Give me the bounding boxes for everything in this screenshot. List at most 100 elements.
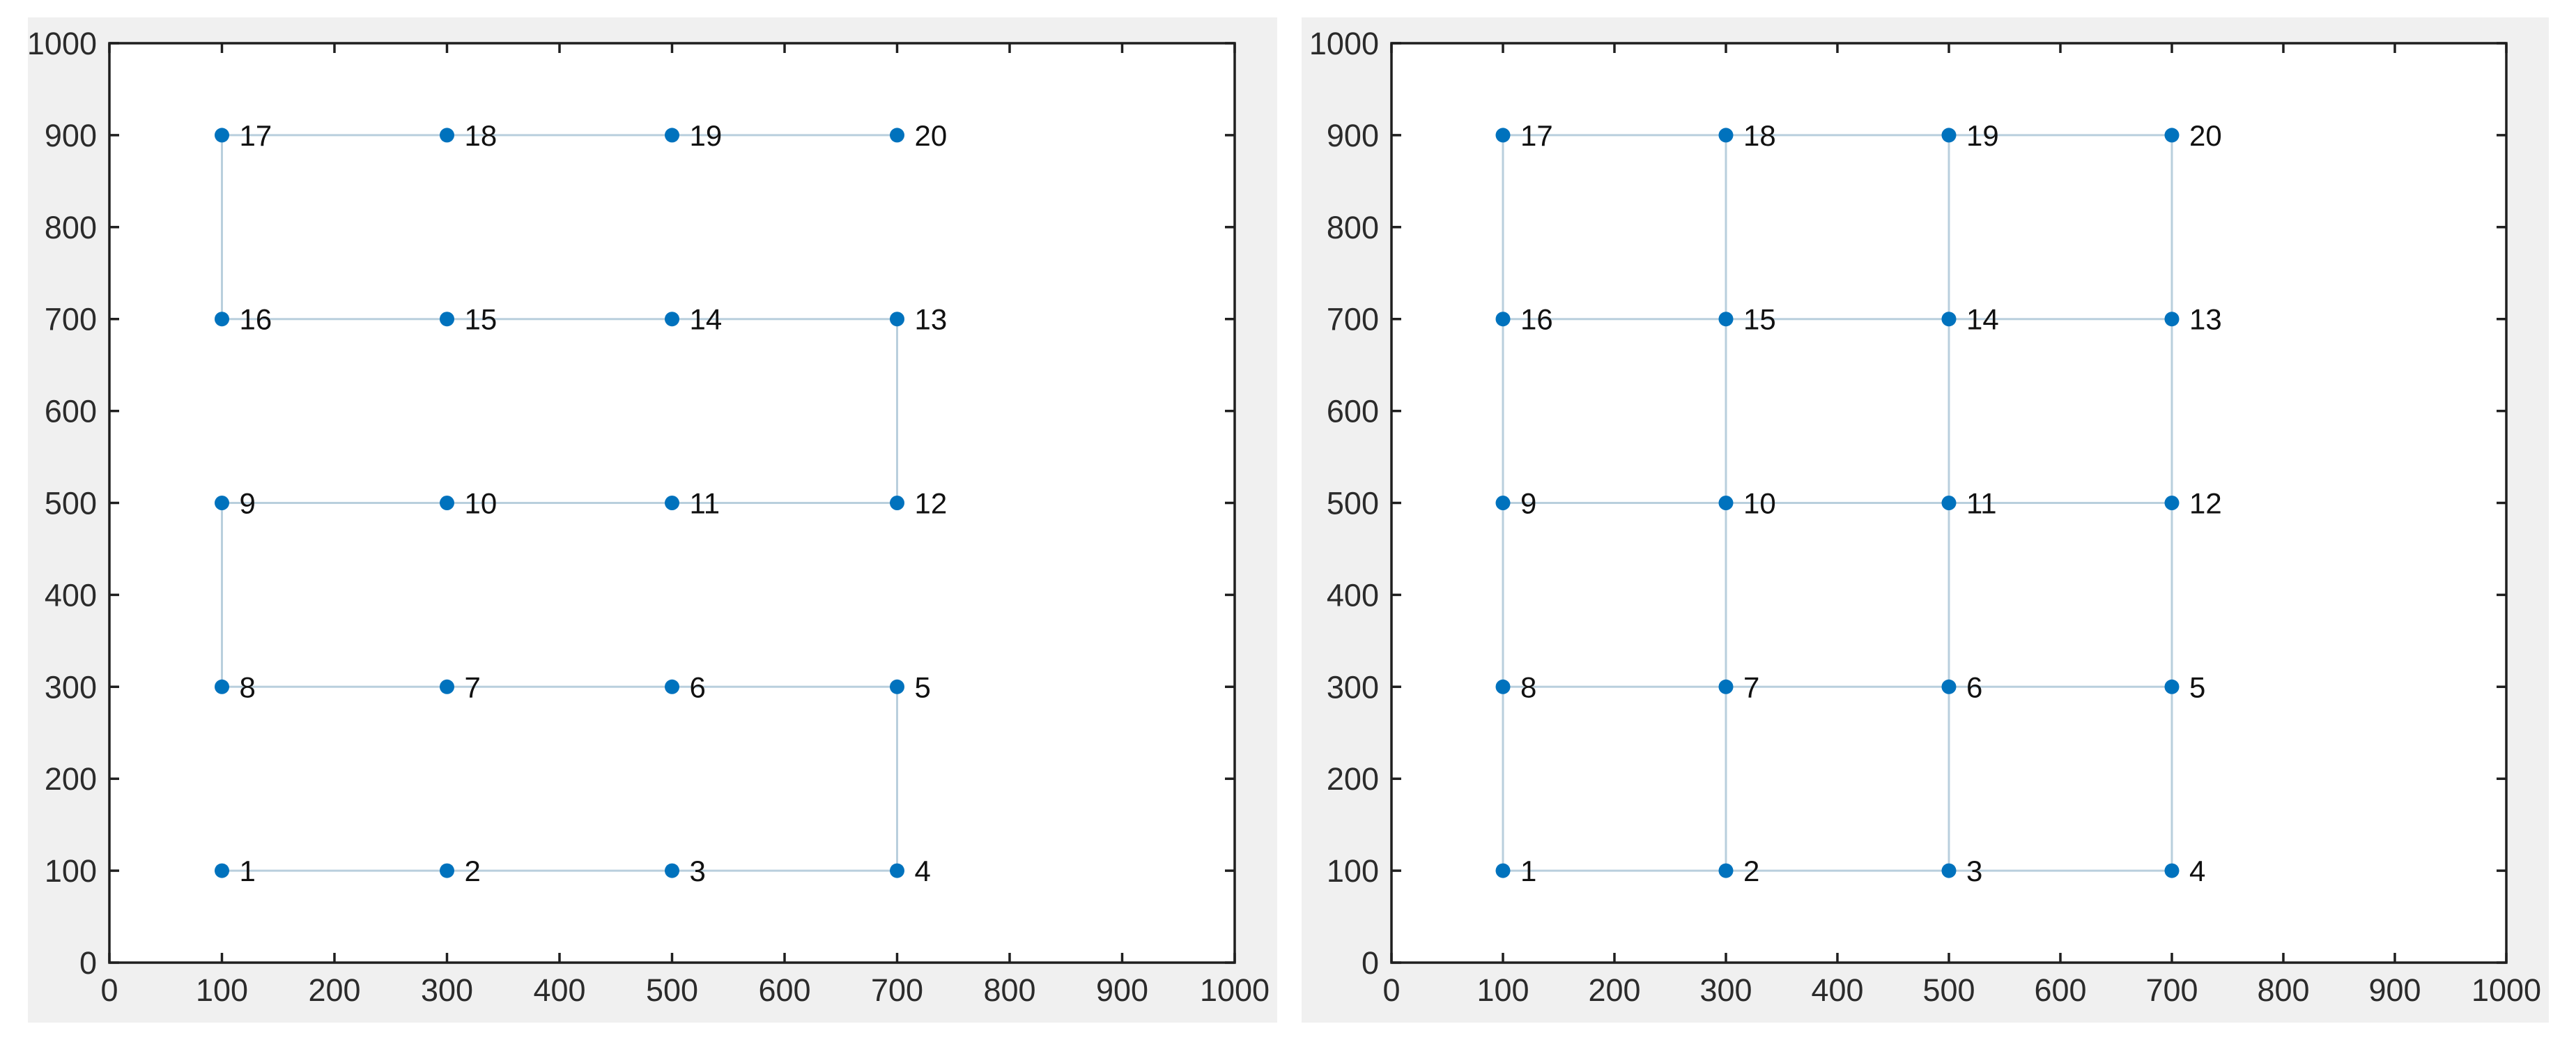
graph-node-marker	[1941, 496, 1957, 510]
y-tick-label: 400	[45, 577, 97, 613]
y-tick-label: 0	[79, 945, 97, 981]
graph-node-label: 3	[690, 855, 706, 887]
y-tick-label: 200	[1327, 761, 1379, 797]
y-tick-label: 200	[45, 761, 97, 797]
graph-node-marker	[1495, 863, 1511, 878]
x-tick-label: 100	[196, 972, 248, 1008]
y-tick-label: 600	[1327, 394, 1379, 429]
plot-axes-frame	[108, 42, 1236, 964]
graph-node-marker	[890, 679, 904, 694]
graph-node-marker	[440, 496, 454, 510]
y-tick-label: 700	[1327, 302, 1379, 337]
graph-node-label: 9	[240, 487, 256, 520]
graph-node-label: 4	[915, 855, 931, 887]
graph-node-label: 13	[2189, 303, 2222, 336]
graph-node-marker	[665, 496, 679, 510]
x-tick-label: 0	[100, 972, 118, 1008]
graph-node-label: 7	[465, 671, 481, 703]
graph-node-marker	[665, 679, 679, 694]
graph-node-marker	[215, 128, 229, 143]
y-tick-label: 400	[1327, 577, 1379, 613]
graph-node-label: 8	[240, 671, 256, 703]
graph-node-marker	[215, 863, 229, 878]
graph-node-label: 5	[915, 671, 931, 703]
x-tick-label: 300	[1699, 972, 1752, 1008]
graph-node-marker	[890, 863, 904, 878]
graph-node-marker	[890, 128, 904, 143]
y-tick-label: 1000	[28, 26, 97, 61]
x-tick-label: 600	[758, 972, 810, 1008]
x-tick-label: 1000	[2471, 972, 2541, 1008]
graph-node-marker	[1941, 312, 1957, 327]
x-tick-label: 100	[1476, 972, 1529, 1008]
graph-node-marker	[1941, 128, 1957, 143]
graph-node-label: 9	[1520, 487, 1536, 520]
graph-node-label: 15	[465, 303, 498, 336]
x-tick-label: 800	[983, 972, 1035, 1008]
x-tick-label: 700	[2145, 972, 2198, 1008]
graph-node-label: 6	[1966, 671, 1982, 703]
graph-node-marker	[2164, 863, 2180, 878]
graph-node-marker	[2164, 496, 2180, 510]
x-tick-label: 900	[2368, 972, 2421, 1008]
graph-node-marker	[1718, 863, 1734, 878]
y-tick-label: 500	[45, 486, 97, 521]
y-tick-label: 300	[1327, 669, 1379, 705]
graph-node-label: 14	[690, 303, 723, 336]
graph-node-marker	[665, 128, 679, 143]
y-tick-label: 300	[45, 669, 97, 705]
y-tick-label: 600	[45, 394, 97, 429]
graph-node-label: 12	[2189, 487, 2222, 520]
graph-node-label: 17	[1520, 119, 1553, 152]
graph-node-label: 8	[1520, 671, 1536, 703]
graph-node-label: 2	[1743, 855, 1759, 887]
y-tick-label: 100	[45, 853, 97, 889]
grid-graph-plot-canvas: 0 100 200 300 400 500 600 700 800 900 1000 0 100 200 3…	[1309, 26, 2541, 1008]
x-tick-label: 300	[421, 972, 473, 1008]
x-tick-label: 400	[533, 972, 585, 1008]
graph-node-label: 19	[690, 119, 723, 152]
graph-node-marker	[1495, 679, 1511, 694]
graph-node-label: 6	[690, 671, 706, 703]
graph-node-marker	[440, 128, 454, 143]
y-tick-label: 800	[45, 210, 97, 245]
plot-axes-frame	[1390, 42, 2508, 964]
graph-node-marker	[2164, 128, 2180, 143]
graph-node-label: 19	[1966, 119, 1999, 152]
graph-node-marker	[440, 863, 454, 878]
graph-node-marker	[1495, 312, 1511, 327]
graph-node-label: 20	[915, 119, 948, 152]
graph-node-label: 5	[2189, 671, 2205, 703]
graph-node-label: 15	[1743, 303, 1776, 336]
y-tick-label: 100	[1327, 853, 1379, 889]
x-tick-label: 0	[1382, 972, 1400, 1008]
graph-node-marker	[215, 312, 229, 327]
graph-node-label: 7	[1743, 671, 1759, 703]
serpentine-path-plot-canvas: 0 100 200 300 400 500 600 700 800 900 1000 0 100 200 3…	[28, 26, 1270, 1008]
graph-node-label: 2	[465, 855, 481, 887]
graph-node-label: 10	[1743, 487, 1776, 520]
graph-node-label: 11	[1966, 487, 1997, 520]
right-figure: 0 100 200 300 400 500 600 700 800 900 1000 0 100 200 3…	[1302, 17, 2549, 1023]
x-tick-label: 700	[871, 972, 923, 1008]
graph-node-marker	[665, 312, 679, 327]
graph-node-marker	[2164, 679, 2180, 694]
graph-node-marker	[665, 863, 679, 878]
graph-node-marker	[1941, 679, 1957, 694]
graph-node-label: 20	[2189, 119, 2222, 152]
x-tick-label: 800	[2257, 972, 2309, 1008]
x-tick-label: 500	[646, 972, 698, 1008]
graph-node-marker	[440, 679, 454, 694]
graph-node-label: 16	[1520, 303, 1553, 336]
graph-node-label: 12	[915, 487, 948, 520]
y-tick-label: 1000	[1309, 26, 1379, 61]
graph-node-marker	[1495, 128, 1511, 143]
left-figure: 0 100 200 300 400 500 600 700 800 900 1000 0 100 200 3…	[28, 17, 1277, 1023]
graph-node-marker	[440, 312, 454, 327]
x-tick-label: 200	[308, 972, 360, 1008]
graph-node-marker	[890, 312, 904, 327]
graph-node-label: 4	[2189, 855, 2205, 887]
graph-node-marker	[1941, 863, 1957, 878]
y-tick-label: 800	[1327, 210, 1379, 245]
